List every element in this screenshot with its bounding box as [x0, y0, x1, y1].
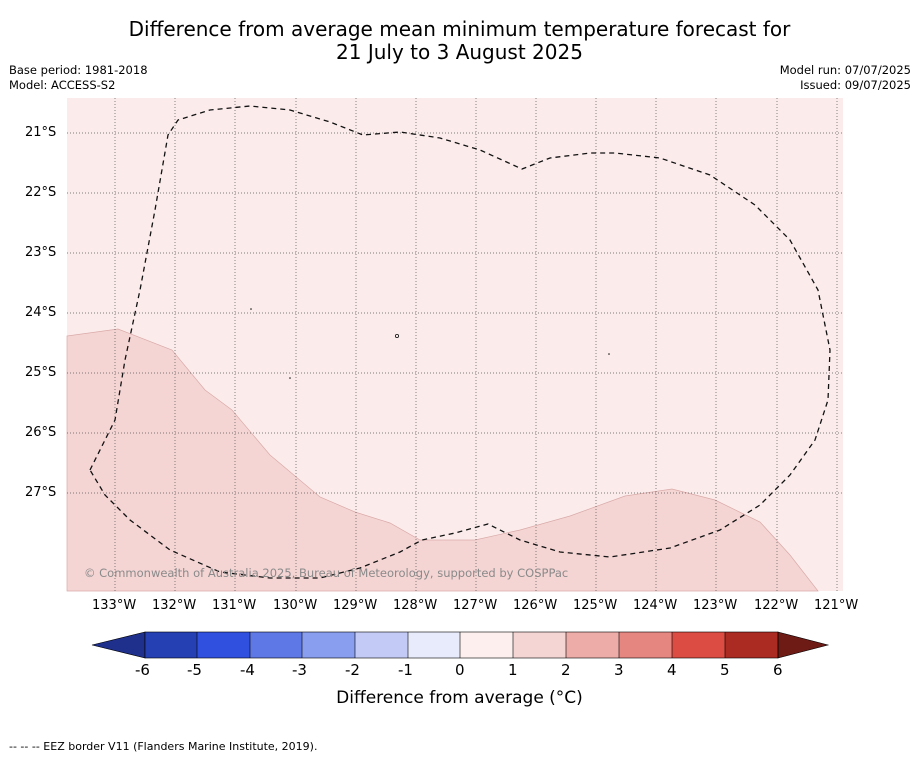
base-period: Base period: 1981-2018	[9, 63, 148, 77]
lat-label: 26°S	[25, 425, 57, 440]
island-4	[608, 353, 610, 355]
colorbar-tick: 4	[667, 661, 677, 679]
colorbar-bin	[302, 632, 355, 658]
colorbar-bin	[197, 632, 250, 658]
eez-border	[89, 105, 831, 579]
colorbar-bin	[460, 632, 513, 658]
lon-label: 122°W	[754, 598, 799, 613]
lon-label: 127°W	[453, 598, 498, 613]
island-3	[289, 377, 291, 379]
lon-label: 125°W	[573, 598, 618, 613]
title-line-2: 21 July to 3 August 2025	[336, 40, 583, 64]
colorbar-tick: -5	[187, 661, 202, 679]
lon-label: 132°W	[152, 598, 197, 613]
island-1	[250, 308, 252, 310]
lon-label: 133°W	[92, 598, 137, 613]
colorbar-bin	[672, 632, 725, 658]
lon-label: 123°W	[693, 598, 738, 613]
colorbar-bin	[408, 632, 460, 658]
lon-label: 130°W	[273, 598, 318, 613]
lat-label: 23°S	[25, 245, 57, 260]
colorbar-label: Difference from average (°C)	[336, 688, 583, 708]
colorbar-extend-low	[91, 631, 146, 659]
colorbar-tick: 1	[508, 661, 518, 679]
anomaly-area-1-2	[66, 328, 819, 592]
model-name: Model: ACCESS-S2	[9, 78, 116, 92]
colorbar-frame	[144, 631, 779, 659]
colorbar-dividers	[196, 632, 726, 658]
issued-date: Issued: 09/07/2025	[800, 78, 911, 92]
lat-label: 22°S	[25, 185, 57, 200]
island-2	[394, 333, 399, 338]
colorbar-bin	[250, 632, 302, 658]
lon-label: 121°W	[814, 598, 859, 613]
colorbar-bin	[566, 632, 619, 658]
lon-label: 129°W	[333, 598, 378, 613]
model-run: Model run: 07/07/2025	[779, 63, 911, 77]
colorbar-tick: 5	[720, 661, 730, 679]
colorbar-tick: -2	[345, 661, 360, 679]
lon-label: 124°W	[633, 598, 678, 613]
lat-label: 21°S	[25, 125, 57, 140]
lon-label: 128°W	[393, 598, 438, 613]
colorbar-tick: 2	[561, 661, 571, 679]
colorbar-tick: -4	[240, 661, 255, 679]
colorbar-tick: 6	[773, 661, 783, 679]
colorbar-tick: -6	[135, 661, 150, 679]
colorbar-bin	[355, 632, 408, 658]
colorbar-tick: 0	[455, 661, 465, 679]
colorbar-bin	[619, 632, 672, 658]
lat-label: 24°S	[25, 305, 57, 320]
lat-label: 27°S	[25, 485, 57, 500]
lon-label: 126°W	[513, 598, 558, 613]
colorbar-tick: -3	[292, 661, 307, 679]
copyright-notice: © Commonwealth of Australia 2025, Bureau…	[84, 566, 569, 580]
colorbar-bin	[145, 632, 197, 658]
title-line-1: Difference from average mean minimum tem…	[128, 17, 791, 41]
colorbar-tick: -1	[398, 661, 413, 679]
colorbar-tick: 3	[614, 661, 624, 679]
graticule	[67, 98, 843, 591]
lat-label: 25°S	[25, 365, 57, 380]
lon-label: 131°W	[212, 598, 257, 613]
eez-legend: -- -- -- EEZ border V11 (Flanders Marine…	[9, 740, 318, 753]
colorbar-bin	[513, 632, 566, 658]
map-title: Difference from average mean minimum tem…	[0, 18, 919, 64]
colorbar	[91, 631, 830, 659]
colorbar-bin	[725, 632, 778, 658]
colorbar-extend-high	[777, 631, 830, 659]
